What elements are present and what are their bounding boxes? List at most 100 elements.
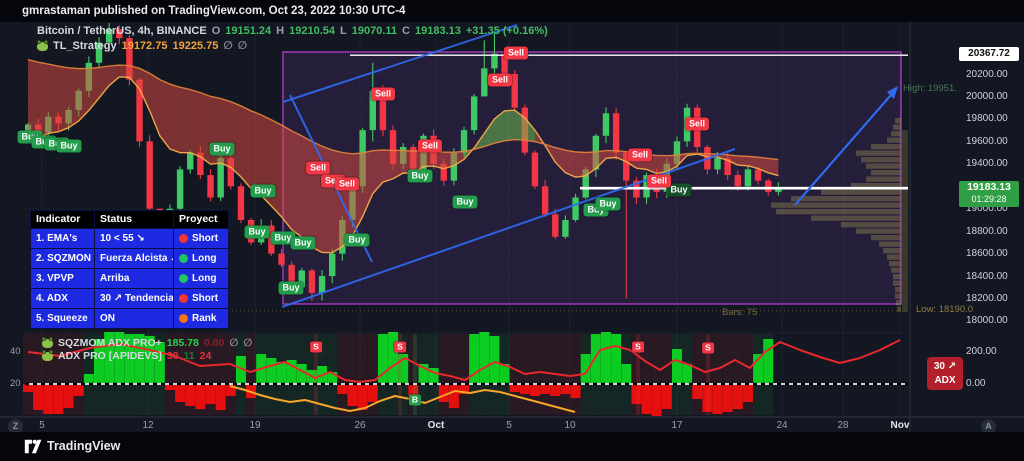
header-text: H	[276, 25, 285, 37]
indicator-table-header: Indicator Status Proyect	[31, 211, 228, 228]
strategy-frog-icon	[42, 349, 53, 361]
header-text: 30	[166, 350, 179, 362]
table-header-cell: Proyect	[179, 213, 218, 225]
header-text: ∅	[237, 40, 248, 52]
buy-signal-badge: Buy	[250, 184, 276, 198]
price-tick: 19600.00	[966, 135, 1008, 147]
auto-scale-button[interactable]: A	[981, 419, 996, 434]
time-tick: 28	[837, 420, 849, 431]
range-high-label: High: 19951.	[903, 83, 957, 94]
header-text: 19210.54	[289, 25, 335, 37]
panel-left-tick: 20	[10, 378, 21, 389]
bars-count-label: Bars: 75	[722, 307, 758, 318]
price-tick: 19800.00	[966, 113, 1008, 125]
header-text: 0.00	[203, 337, 225, 349]
price-tick: 18000.00	[966, 315, 1008, 327]
price-tick: 18800.00	[966, 225, 1008, 237]
time-tick: 26	[354, 420, 366, 431]
time-tick: 5	[506, 420, 512, 431]
header-text: ∅	[229, 337, 239, 349]
bar-countdown: 01:29:28	[971, 194, 1007, 204]
sell-mini-badge: S	[310, 341, 322, 353]
header-text: ∅	[243, 337, 253, 349]
buy-signal-badge: Buy	[452, 195, 478, 209]
time-tick: 19	[249, 420, 261, 431]
last-price-label: 19183.13 01:29:28	[959, 181, 1019, 207]
table-cell: 3. VPVP	[31, 269, 95, 288]
sell-signal-badge: Sell	[370, 87, 396, 101]
status-dot-icon	[179, 234, 188, 243]
price-tick: 19400.00	[966, 158, 1008, 170]
sell-mini-badge: S	[702, 342, 714, 354]
strategy-header[interactable]: TL_Strategy 19172.75 19225.75 ∅ ∅	[37, 39, 252, 52]
panel-left-tick: 40	[10, 346, 21, 357]
header-text: 19172.75	[121, 40, 168, 52]
price-tick: 18400.00	[966, 270, 1008, 282]
header-text: 11	[183, 350, 195, 362]
buy-signal-badge: Buy	[407, 169, 433, 183]
table-header-cell: Indicator	[31, 211, 95, 228]
sell-mini-badge: S	[632, 341, 644, 353]
buy-signal-badge: Buy	[56, 139, 82, 153]
symbol-header[interactable]: Bitcoin / TetherUS, 4h, BINANCE O 19151.24…	[37, 25, 553, 37]
table-cell: 5. Squeeze	[31, 309, 95, 328]
footer-bar: TradingView	[0, 432, 1024, 461]
price-tick: 20200.00	[966, 68, 1008, 80]
table-cell: 1. EMA's	[31, 229, 95, 248]
sell-signal-badge: Sell	[503, 46, 529, 60]
header-text: 19151.24	[225, 25, 272, 37]
header-text: C	[402, 25, 410, 37]
last-price-value: 19183.13	[967, 181, 1011, 193]
buy-signal-badge: Buy	[270, 231, 296, 245]
timezone-button[interactable]: Z	[8, 419, 23, 434]
time-tick: Nov	[890, 420, 910, 431]
header-text: L	[340, 25, 347, 37]
indicator-table-row: 2. SQZMON Fuerza Alcista ↗ Long	[31, 248, 228, 268]
sell-signal-badge: Sell	[305, 161, 331, 175]
status-dot-icon	[179, 254, 188, 263]
price-tick: 18600.00	[966, 248, 1008, 260]
table-cell: ON	[95, 309, 174, 328]
status-dot-icon	[179, 314, 188, 323]
panel-right-tick: 0.00	[966, 378, 986, 389]
sell-signal-badge: Sell	[417, 139, 443, 153]
table-cell: Short	[174, 289, 228, 308]
table-cell: 10 < 55 ↘	[95, 229, 174, 248]
header-text: 19183.13	[414, 25, 461, 37]
indicator-table-row: 1. EMA's 10 < 55 ↘ Short	[31, 228, 228, 248]
strategy-frog-icon	[37, 39, 48, 51]
header-text: 185.78	[166, 337, 199, 349]
table-cell: Long	[174, 269, 228, 288]
status-dot-icon	[179, 274, 188, 283]
buy-mini-badge: B	[408, 394, 422, 406]
publish-info-text: gmrastaman published on TradingView.com,…	[22, 5, 406, 17]
sell-signal-badge: Sell	[684, 117, 710, 131]
buy-signal-badge: Buy	[278, 281, 304, 295]
header-text: SQZMOM ADX PRO+	[58, 337, 162, 349]
time-tick: 12	[142, 420, 154, 431]
table-header-cell: Status	[95, 211, 174, 228]
header-text: TL_Strategy	[53, 40, 117, 52]
table-cell: Long	[174, 249, 228, 268]
table-cell: Fuerza Alcista ↗	[95, 249, 174, 268]
table-cell: 4. ADX	[31, 289, 95, 308]
sell-mini-badge: S	[394, 341, 406, 353]
tradingview-logo[interactable]	[24, 439, 43, 454]
indicator-table-row: 5. Squeeze ON Rank	[31, 308, 228, 328]
table-cell: 30 ↗ Tendencia	[95, 289, 174, 308]
resistance-price-label: 20367.72	[959, 47, 1019, 61]
time-tick: 10	[564, 420, 576, 431]
sell-signal-badge: Sell	[627, 148, 653, 162]
indicator-table: Indicator Status Proyect 1. EMA's 10 < 55 ↘ S…	[30, 210, 229, 329]
header-text: ∅	[223, 40, 233, 52]
sqzmom-indicator-header[interactable]: SQZMOM ADX PRO+ 185.78 0.00 ∅ ∅	[42, 336, 257, 349]
adxpro-indicator-header[interactable]: ADX PRO [APIDEVS] 30 11 24	[42, 349, 216, 362]
price-tick: 19000.00	[966, 203, 1008, 215]
header-text: Bitcoin / TetherUS, 4h, BINANCE	[37, 25, 207, 37]
table-cell: Short	[174, 229, 228, 248]
time-axis[interactable]: 5 12 19 26 Oct 5 10 17 24 28 Nov	[0, 417, 1024, 433]
time-tick: 5	[39, 420, 45, 431]
tradingview-brand[interactable]: TradingView	[47, 439, 121, 453]
indicator-table-row: 4. ADX 30 ↗ Tendencia Short	[31, 288, 228, 308]
